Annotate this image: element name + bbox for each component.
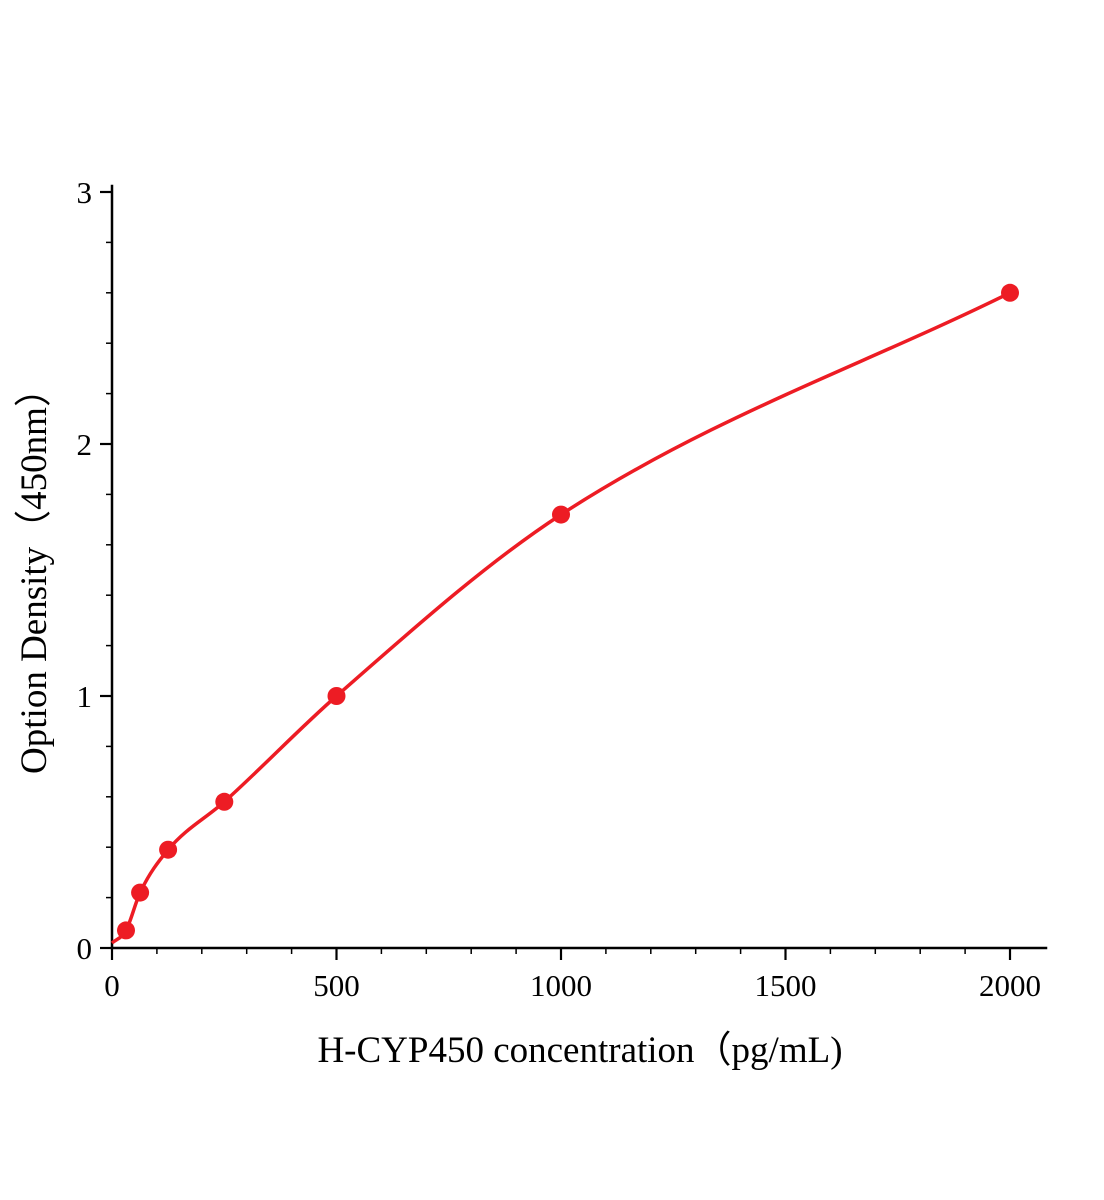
y-tick-label: 3 (77, 175, 93, 210)
y-axis-title: Option Density（450nm） (14, 370, 55, 774)
y-tick-label: 1 (77, 679, 93, 714)
x-tick-label: 0 (104, 968, 120, 1003)
data-points (117, 283, 1019, 940)
ticks (100, 190, 1012, 960)
x-tick-label: 1000 (530, 968, 592, 1003)
axes (110, 184, 1048, 950)
data-point (327, 687, 346, 705)
data-point (117, 921, 135, 940)
x-tick-label: 2000 (979, 968, 1041, 1003)
x-tick-label: 500 (313, 968, 360, 1003)
y-tick-label: 0 (77, 931, 93, 966)
y-tick-label: 2 (77, 427, 93, 462)
x-tick-label: 1500 (755, 968, 817, 1003)
fitted-curve (110, 291, 1011, 945)
data-point (215, 792, 234, 811)
x-axis-title: H-CYP450 concentration（pg/mL) (317, 1030, 842, 1071)
data-point (131, 883, 150, 902)
data-point (552, 505, 570, 524)
data-point (159, 840, 178, 859)
data-point (1001, 283, 1019, 302)
